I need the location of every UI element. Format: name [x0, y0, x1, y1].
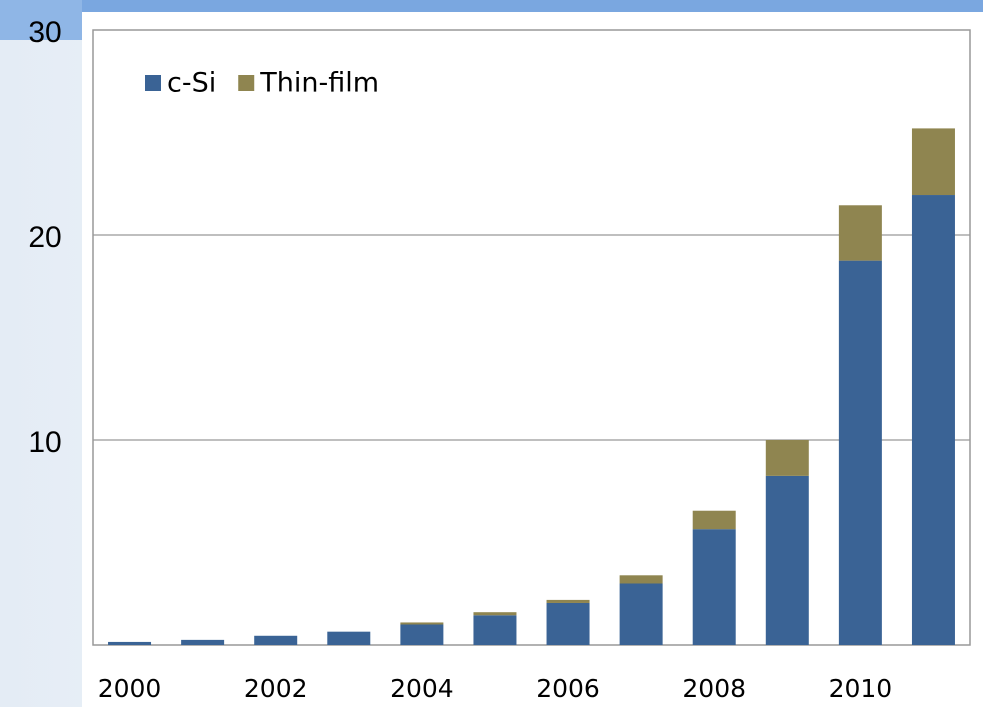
- bar-segment: [546, 599, 590, 603]
- legend-label: Thin-film: [259, 68, 379, 99]
- x-tick-label: 2004: [390, 674, 454, 703]
- bar-segment: [546, 602, 590, 645]
- bar-segment: [692, 529, 736, 645]
- x-tick-label: 2008: [682, 674, 746, 703]
- legend-swatch: [145, 75, 161, 91]
- bar-segment: [765, 475, 809, 645]
- bar-segment: [838, 260, 882, 645]
- bar-segment: [619, 575, 663, 584]
- corner-band: [0, 0, 82, 40]
- bar-segment: [692, 510, 736, 530]
- bar-segment: [400, 622, 444, 625]
- bar-segment: [473, 615, 517, 645]
- bar-segment: [619, 583, 663, 645]
- bar-segment: [911, 195, 955, 645]
- bar-segment: [327, 631, 371, 645]
- y-tick-label: 30: [28, 16, 61, 49]
- chart-panel: [82, 12, 983, 707]
- bar-segment: [254, 635, 298, 645]
- y-tick-label: 10: [28, 426, 61, 459]
- legend-label: c-Si: [167, 68, 216, 99]
- bar-segment: [181, 639, 225, 645]
- legend: c-Si Thin-film: [145, 68, 379, 99]
- bar-segment: [765, 440, 809, 476]
- legend-swatch: [238, 75, 255, 91]
- bar-segment: [911, 128, 955, 196]
- bar-segment: [473, 612, 517, 616]
- bar-segment: [108, 641, 152, 645]
- top-band: [0, 0, 983, 12]
- x-tick-label: 2000: [98, 674, 162, 703]
- y-tick-label: 20: [28, 221, 61, 254]
- bar-segment: [838, 205, 882, 261]
- x-tick-label: 2002: [244, 674, 308, 703]
- x-tick-label: 2010: [829, 674, 893, 703]
- plot-frame: [92, 29, 971, 646]
- x-tick-label: 2006: [536, 674, 600, 703]
- bar-segment: [400, 624, 444, 645]
